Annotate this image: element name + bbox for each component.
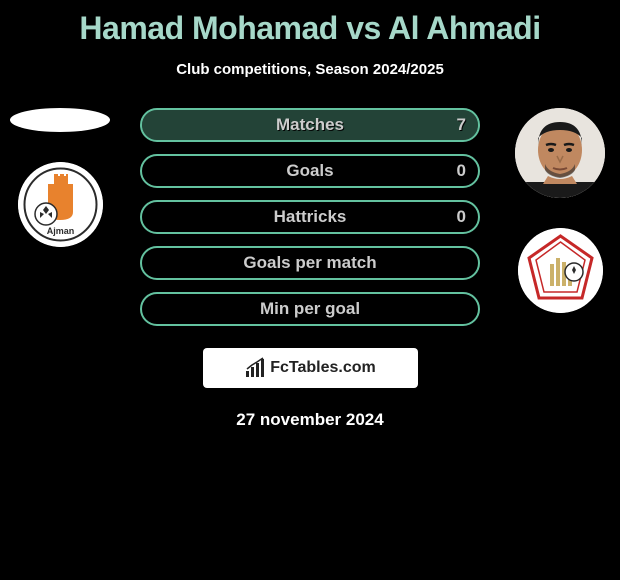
left-player-photo	[10, 108, 110, 132]
stat-label: Hattricks	[274, 207, 347, 227]
stat-row-min-per-goal: Min per goal	[140, 292, 480, 326]
date-line: 27 november 2024	[0, 410, 620, 430]
brand-text: FcTables.com	[270, 359, 376, 377]
right-player-face-svg	[515, 108, 605, 198]
stat-row-goals: Goals 0	[140, 154, 480, 188]
comparison-panel: Ajman	[0, 108, 620, 430]
right-club-logo-svg	[518, 228, 603, 313]
stat-label: Matches	[276, 115, 344, 135]
brand-box: FcTables.com	[203, 348, 418, 388]
stat-right-value: 7	[457, 115, 466, 135]
stat-label: Goals	[286, 161, 333, 181]
right-player-photo	[515, 108, 605, 198]
stat-label: Min per goal	[260, 299, 360, 319]
stat-row-hattricks: Hattricks 0	[140, 200, 480, 234]
stat-right-value: 0	[457, 161, 466, 181]
brand-chart-icon	[244, 357, 266, 379]
stat-right-value: 0	[457, 207, 466, 227]
right-player-column	[500, 108, 620, 313]
stat-rows: Matches 7 Goals 0 Hattricks 0 Goals per …	[140, 108, 480, 326]
stat-row-matches: Matches 7	[140, 108, 480, 142]
left-club-logo: Ajman	[18, 162, 103, 247]
left-player-column: Ajman	[0, 108, 120, 247]
right-club-logo	[518, 228, 603, 313]
stat-row-goals-per-match: Goals per match	[140, 246, 480, 280]
subtitle: Club competitions, Season 2024/2025	[0, 61, 620, 78]
page-title: Hamad Mohamad vs Al Ahmadi	[0, 0, 620, 47]
stat-label: Goals per match	[243, 253, 376, 273]
left-club-logo-svg: Ajman	[18, 162, 103, 247]
svg-text:Ajman: Ajman	[46, 226, 74, 236]
